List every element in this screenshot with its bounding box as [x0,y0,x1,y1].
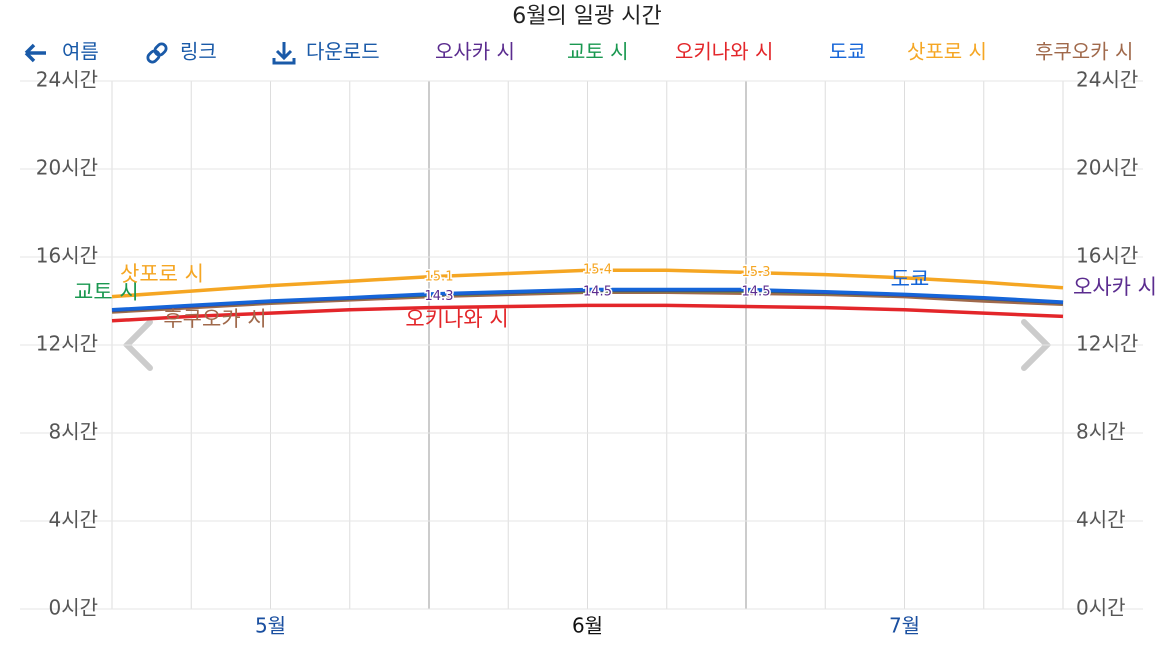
y-tick-label: 20시간 [36,156,98,180]
y2-tick-label: 4시간 [1076,508,1126,532]
legend-item[interactable]: 오키나와 시 [675,40,773,64]
y-tick-label: 16시간 [36,244,98,268]
legend-item[interactable]: 도쿄 [829,40,866,64]
toolbar-button[interactable]: 여름 [62,40,99,64]
toolbar-link[interactable]: 링크 [146,40,217,64]
series-label: 오키나와 시 [405,307,508,331]
series-label: 도쿄 [891,267,930,291]
y2-tick-label: 12시간 [1076,332,1138,356]
x-tick-label: 5월 [255,614,286,638]
link-icon [146,42,168,64]
value-label: 15.1 [425,269,454,284]
legend-item[interactable]: 오사카 시 [435,40,515,64]
y-tick-label: 24시간 [36,68,98,92]
download-icon [272,42,296,65]
value-label: 14.5 [583,285,612,300]
series-line [111,303,1064,323]
y-tick-label: 12시간 [36,332,98,356]
value-label: 14.3 [425,289,454,304]
series-label: 삿포로 시 [120,262,204,286]
legend-item[interactable]: 교토 시 [567,40,629,64]
y-tick-label: 4시간 [48,508,98,532]
y2-tick-label: 16시간 [1076,244,1138,268]
value-label: 14.5 [742,285,771,300]
toolbar-button[interactable]: 다운로드 [306,40,380,64]
y2-tick-label: 24시간 [1076,68,1138,92]
y-tick-label: 0시간 [48,596,98,620]
y2-tick-label: 8시간 [1076,420,1126,444]
chart-title: 6월의 일광 시간 [512,4,661,29]
series-label: 오사카 시 [1073,275,1157,299]
series-line [111,287,1064,312]
arrow-icon [24,43,46,63]
y2-tick-label: 0시간 [1076,596,1126,620]
x-tick-label: 6월 [572,614,603,638]
y-tick-label: 8시간 [48,420,98,444]
legend-item[interactable]: 후쿠오카 시 [1035,40,1133,64]
x-tick-label: 7월 [889,614,920,638]
toolbar-summer[interactable]: 여름 [24,40,99,64]
toolbar-download[interactable]: 다운로드 [272,40,380,65]
value-label: 15.3 [742,265,771,280]
y2-tick-label: 20시간 [1076,156,1138,180]
value-label: 15.4 [583,263,612,278]
series-label: 후쿠오카 시 [163,307,266,331]
series-label: 교토 시 [74,280,139,304]
toolbar-button[interactable]: 링크 [180,40,217,64]
series-line [111,268,1064,299]
legend-item[interactable]: 삿포로 시 [907,40,987,64]
